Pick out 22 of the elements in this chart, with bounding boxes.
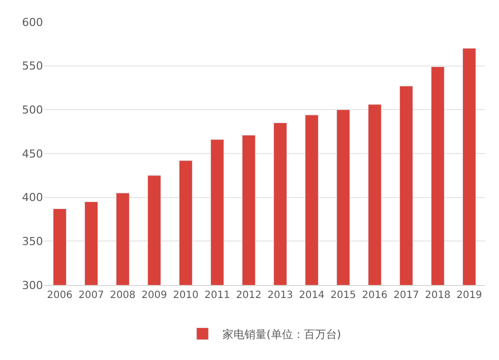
- y-tick-label: 350: [22, 235, 43, 248]
- x-tick-label: 2008: [110, 290, 136, 301]
- y-tick-label: 600: [22, 16, 43, 29]
- x-tick-label: 2010: [173, 290, 198, 301]
- x-tick-label: 2009: [142, 290, 167, 301]
- y-tick-label: 300: [22, 278, 43, 292]
- x-tick-label: 2013: [268, 290, 293, 301]
- x-tick-label: 2015: [330, 290, 356, 301]
- x-tick-label: 2017: [394, 290, 419, 301]
- x-tick-label: 2007: [78, 290, 104, 301]
- x-tick-label: 2012: [236, 290, 262, 301]
- x-tick-label: 2006: [47, 290, 72, 301]
- x-tick-label: 2018: [425, 290, 450, 301]
- y-tick-label: 450: [22, 147, 43, 160]
- x-tick-label: 2014: [299, 290, 324, 301]
- x-tick-label: 2019: [456, 290, 482, 301]
- legend-label: 家电销量(单位：百万台): [222, 328, 342, 341]
- x-tick-label: 2016: [362, 290, 388, 301]
- y-tick-label: 400: [22, 191, 43, 204]
- y-tick-label: 500: [22, 104, 43, 117]
- x-tick-label: 2011: [204, 290, 230, 301]
- y-tick-label: 550: [22, 60, 43, 73]
